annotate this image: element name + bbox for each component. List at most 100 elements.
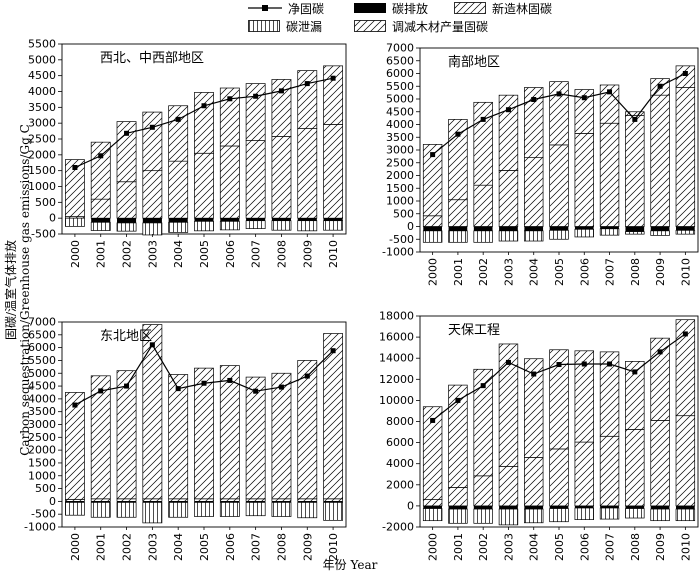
chart-panel-1: -500 0 500 1000 1500 2000 2500 3000 3500 4000 4500… [28, 38, 347, 268]
net-point [682, 71, 688, 76]
x-tick-label: 2010 [327, 533, 340, 561]
bar-new-forest [219, 498, 240, 502]
y-tick-label: -2000 [382, 521, 414, 534]
y-tick-label: 2000 [386, 169, 414, 182]
legend-item-new-forest: 新造林固碳 [454, 0, 552, 16]
bar-leakage [599, 507, 620, 520]
bar-wood-product [142, 111, 163, 172]
x-tick-label: 2000 [69, 240, 82, 268]
y-tick-label: 0 [407, 220, 414, 233]
x-tick-label: 2001 [452, 533, 465, 561]
bar-new-forest [194, 152, 214, 219]
y-tick-label: 16000 [379, 331, 414, 344]
bar-leakage [549, 229, 569, 240]
legend: 净固碳 碳排放 新造林固碳 碳泄漏 调减木材产量固碳 [248, 0, 552, 36]
chart-panel-2: -1000-5000500100015002000250030003500400… [382, 42, 699, 286]
x-tick-label: 2005 [553, 258, 566, 286]
x-tick-label: 2003 [502, 258, 515, 286]
bar-new-forest [473, 475, 493, 507]
bar-leakage [245, 502, 266, 517]
bar-new-forest [675, 415, 696, 507]
bar-wood-product [65, 159, 85, 217]
bar-leakage [625, 231, 645, 235]
bar-leakage [448, 230, 468, 243]
x-tick-label: 2000 [427, 258, 440, 286]
bar-emission [448, 226, 468, 231]
y-tick-label: 1000 [28, 180, 56, 193]
bar-new-forest [422, 215, 443, 227]
bar-wood-product [422, 406, 443, 500]
bar-emission [524, 226, 544, 231]
panel-title: 南部地区 [448, 54, 500, 70]
y-tick-label: 3500 [28, 405, 56, 418]
bar-emission [499, 226, 518, 231]
bar-leakage [90, 502, 111, 518]
panel-title: 东北地区 [100, 329, 152, 344]
net-point [556, 91, 562, 97]
x-tick-label: 2007 [604, 258, 617, 286]
y-tick-label: 7000 [386, 42, 414, 55]
bar-leakage [473, 230, 493, 243]
bar-emission [91, 501, 111, 503]
bar-leakage [323, 502, 343, 521]
bar-wood-product [448, 384, 468, 488]
net-point [330, 75, 336, 81]
net-point [430, 152, 436, 158]
bar-wood-product [297, 360, 318, 500]
bar-wood-product [498, 94, 519, 171]
net-point [632, 116, 638, 122]
y-tick-label: 2000 [386, 478, 414, 491]
bar-wood-product [675, 319, 696, 417]
bar-wood-product [271, 79, 292, 137]
bar-wood-product [90, 375, 111, 500]
bar-wood-product [549, 81, 569, 146]
net-point [304, 373, 310, 379]
net-point [253, 93, 259, 99]
bar-new-forest [549, 448, 569, 507]
net-point [124, 130, 130, 136]
x-tick-label: 2002 [477, 258, 490, 286]
bar-new-forest [625, 115, 645, 227]
x-tick-label: 2009 [654, 533, 667, 561]
bar-new-forest [168, 498, 189, 502]
net-point [227, 377, 233, 383]
bar-leakage [549, 508, 569, 523]
bar-emission [142, 501, 162, 503]
bar-wood-product [473, 101, 493, 186]
y-tick-label: 5000 [386, 93, 414, 106]
bar-emission [323, 501, 343, 503]
bar-leakage [422, 508, 443, 522]
y-tick-label: 6000 [386, 67, 414, 80]
bar-emission [271, 218, 292, 221]
net-point [227, 96, 233, 102]
x-tick-label: 2005 [198, 240, 211, 268]
y-tick-label: 500 [393, 207, 414, 220]
bar-wood-product [142, 324, 163, 500]
x-tick-label: 2007 [250, 240, 263, 268]
bar-emission [650, 226, 670, 231]
bar-new-forest [194, 498, 214, 502]
net-point [607, 361, 613, 367]
y-tick-label: 5000 [28, 53, 56, 66]
y-tick-label: 2500 [28, 431, 56, 444]
bar-emission [323, 218, 343, 221]
net-point [682, 331, 688, 337]
y-tick-label: -500 [31, 508, 56, 521]
x-tick-label: 2004 [528, 258, 541, 286]
bar-leakage [271, 220, 292, 231]
legend-item-emission: 碳排放 [354, 0, 428, 16]
y-tick-label: 4500 [28, 380, 56, 393]
net-point [253, 388, 259, 394]
y-tick-label: 1500 [28, 164, 56, 177]
net-point [581, 361, 587, 367]
x-tick-label: 2003 [146, 533, 159, 561]
y-tick-label: 6500 [28, 328, 56, 341]
bar-new-forest [625, 429, 645, 507]
bar-leakage [323, 220, 343, 231]
x-tick-label: 2004 [528, 533, 541, 561]
bar-new-forest [574, 441, 594, 507]
net-point [505, 107, 511, 113]
net-point [278, 88, 284, 94]
x-tick-label: 2000 [427, 533, 440, 561]
bar-leakage [297, 502, 318, 519]
